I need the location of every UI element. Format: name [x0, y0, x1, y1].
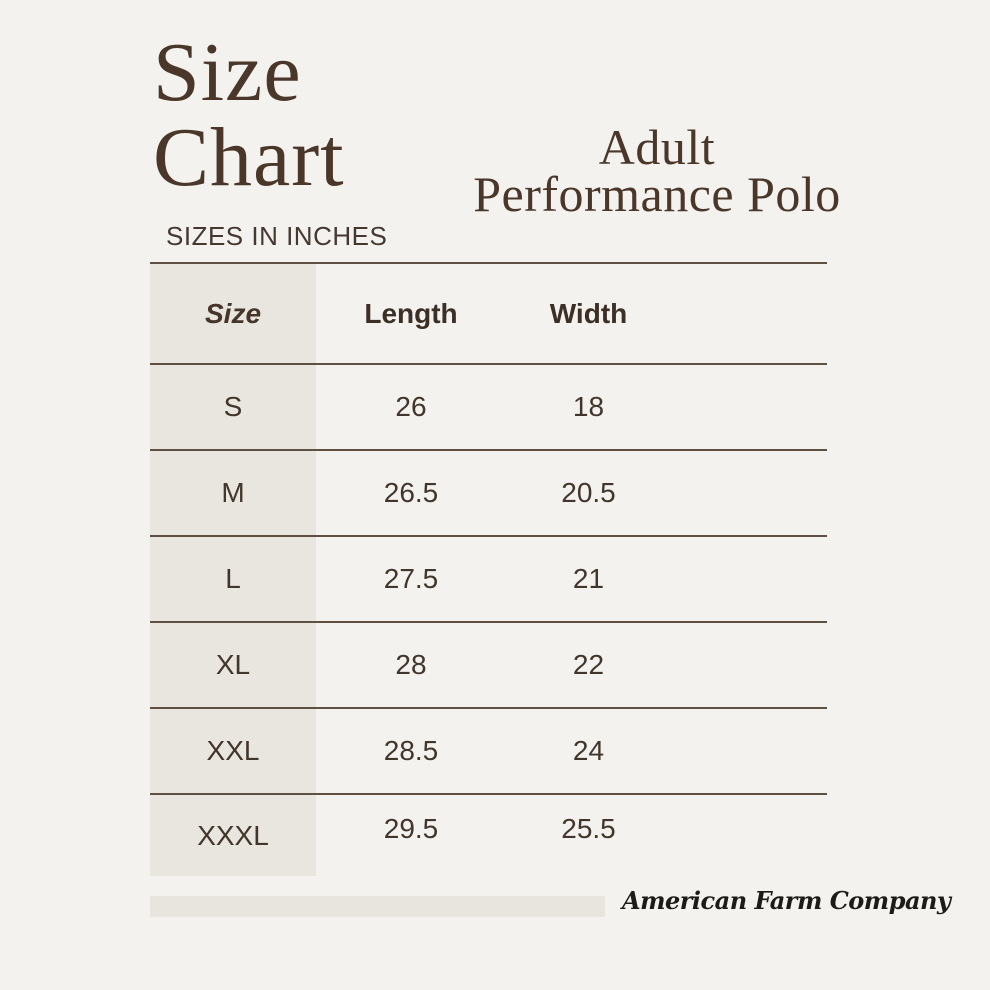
brand-logo: American Farm Company	[622, 886, 951, 915]
column-header-width: Width	[549, 297, 628, 329]
size-label: XL	[150, 622, 316, 708]
length-value: 27.5	[383, 563, 439, 594]
length-value: 29.5	[383, 812, 439, 844]
width-value: 18	[572, 391, 605, 422]
product-title: Adult Performance Polo	[407, 122, 907, 219]
page-title-line2: Chart	[153, 111, 345, 204]
column-header-spacer	[671, 263, 827, 364]
table-row: XXL 28.5 24	[150, 708, 827, 794]
width-value: 24	[572, 735, 605, 766]
page-title: Size Chart	[153, 30, 345, 200]
units-note: SIZES IN INCHES	[166, 221, 388, 251]
length-value: 28	[395, 649, 427, 680]
row-spacer	[671, 536, 827, 622]
width-value: 21	[572, 563, 605, 594]
page-title-line1: Size	[153, 26, 302, 119]
table-row: XL 28 22	[150, 622, 827, 708]
size-table: Size Length Width S 26 18 M 26.5 20.5 L …	[150, 262, 827, 876]
width-value: 20.5	[561, 477, 616, 508]
width-value: 22	[572, 649, 605, 680]
product-title-line1: Adult	[598, 119, 716, 175]
column-header-size: Size	[150, 263, 316, 364]
row-spacer	[671, 450, 827, 536]
size-label: M	[150, 450, 316, 536]
table-row: M 26.5 20.5	[150, 450, 827, 536]
table-row: XXXL 29.5 25.5	[150, 794, 827, 876]
column-header-length: Length	[364, 297, 458, 329]
size-label: XXXL	[150, 794, 316, 876]
width-value: 25.5	[561, 812, 616, 844]
footer-accent-bar	[150, 896, 605, 917]
table-row: L 27.5 21	[150, 536, 827, 622]
size-label: S	[150, 364, 316, 450]
row-spacer	[671, 622, 827, 708]
length-value: 26	[395, 391, 427, 422]
row-spacer	[671, 364, 827, 450]
row-spacer	[671, 708, 827, 794]
length-value: 26.5	[383, 477, 439, 508]
table-row: S 26 18	[150, 364, 827, 450]
row-spacer	[671, 794, 827, 876]
size-label: L	[150, 536, 316, 622]
size-label: XXL	[150, 708, 316, 794]
length-value: 28.5	[383, 735, 439, 766]
product-title-line2: Performance Polo	[473, 166, 841, 222]
table-header-row: Size Length Width	[150, 263, 827, 364]
